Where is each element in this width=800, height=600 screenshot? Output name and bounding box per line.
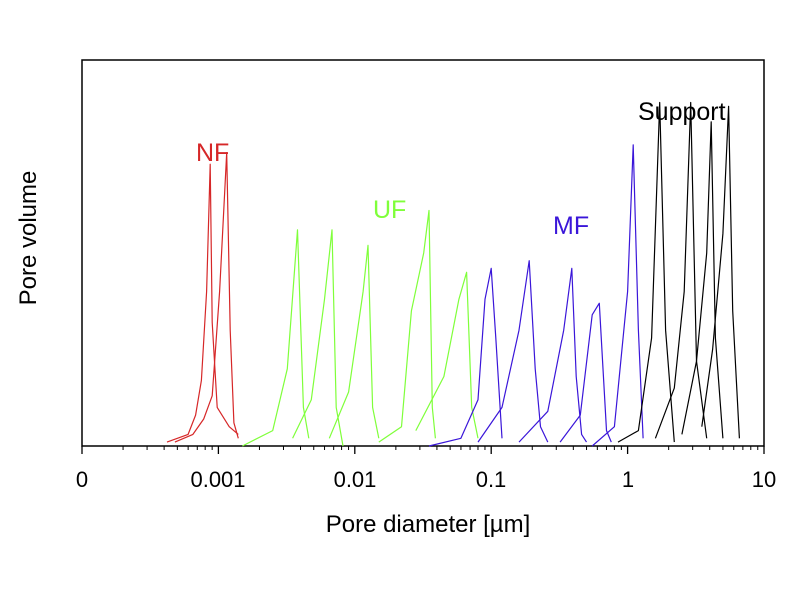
series-mf-9 (477, 260, 549, 443)
series-nf-2 (174, 152, 239, 443)
x-tick-label-0.1: 0.1 (476, 467, 507, 492)
plot-frame (81, 59, 765, 447)
annotation-mf: MF (553, 212, 589, 240)
x-axis-major-ticks (81, 446, 765, 454)
x-tick-label-0: 0 (76, 467, 88, 492)
annotation-support: Support (638, 98, 726, 126)
x-tick-label-0.01: 0.01 (334, 467, 377, 492)
series-mf-11 (559, 302, 612, 443)
series-support-14 (654, 101, 708, 439)
x-tick-label-1: 1 (622, 467, 634, 492)
series-mf-12 (591, 144, 644, 447)
series-mf-10 (518, 267, 588, 443)
series-layer (166, 101, 740, 447)
x-tick-label-10: 10 (752, 467, 776, 492)
y-axis-label: Pore volume (15, 171, 42, 306)
series-nf-1 (166, 163, 239, 443)
x-tick-label-0.001: 0.001 (190, 467, 245, 492)
series-uf-6 (378, 209, 436, 443)
x-axis-label: Pore diameter [µm] (326, 511, 531, 538)
series-support-16 (701, 105, 740, 439)
series-uf-3 (242, 229, 310, 447)
annotation-nf: NF (196, 139, 229, 167)
series-support-15 (681, 121, 724, 439)
x-axis-minor-ticks (122, 446, 759, 450)
series-mf-8 (428, 267, 503, 447)
series-uf-7 (415, 271, 479, 439)
series-support-13 (617, 101, 675, 443)
annotation-uf: UF (373, 196, 406, 224)
series-uf-5 (328, 244, 380, 439)
series-uf-4 (292, 229, 344, 447)
